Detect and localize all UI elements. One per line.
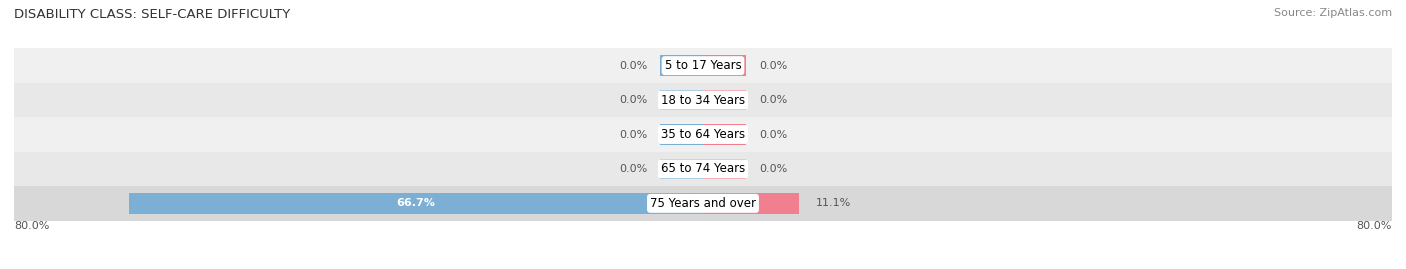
- Bar: [703, 55, 747, 76]
- Bar: [659, 55, 703, 76]
- Bar: [703, 124, 747, 145]
- Text: 80.0%: 80.0%: [14, 221, 49, 231]
- Text: Source: ZipAtlas.com: Source: ZipAtlas.com: [1274, 8, 1392, 18]
- Bar: [14, 152, 1392, 186]
- Text: 0.0%: 0.0%: [619, 61, 647, 71]
- Text: 0.0%: 0.0%: [619, 129, 647, 140]
- Text: 65 to 74 Years: 65 to 74 Years: [661, 162, 745, 175]
- Bar: [703, 90, 747, 110]
- Text: 80.0%: 80.0%: [1357, 221, 1392, 231]
- Text: 0.0%: 0.0%: [759, 164, 787, 174]
- Bar: [14, 83, 1392, 117]
- Bar: [703, 193, 799, 214]
- Bar: [659, 159, 703, 179]
- Text: 0.0%: 0.0%: [619, 164, 647, 174]
- Bar: [14, 186, 1392, 221]
- Text: 0.0%: 0.0%: [759, 95, 787, 105]
- Text: 11.1%: 11.1%: [815, 198, 851, 208]
- Text: 0.0%: 0.0%: [759, 129, 787, 140]
- Text: 5 to 17 Years: 5 to 17 Years: [665, 59, 741, 72]
- Text: 35 to 64 Years: 35 to 64 Years: [661, 128, 745, 141]
- Text: DISABILITY CLASS: SELF-CARE DIFFICULTY: DISABILITY CLASS: SELF-CARE DIFFICULTY: [14, 8, 290, 21]
- Text: 75 Years and over: 75 Years and over: [650, 197, 756, 210]
- Bar: [703, 159, 747, 179]
- Bar: [659, 90, 703, 110]
- Bar: [659, 124, 703, 145]
- Bar: [14, 117, 1392, 152]
- Text: 0.0%: 0.0%: [619, 95, 647, 105]
- Bar: [14, 48, 1392, 83]
- Text: 66.7%: 66.7%: [396, 198, 436, 208]
- Text: 18 to 34 Years: 18 to 34 Years: [661, 94, 745, 107]
- Bar: [128, 193, 703, 214]
- Text: 0.0%: 0.0%: [759, 61, 787, 71]
